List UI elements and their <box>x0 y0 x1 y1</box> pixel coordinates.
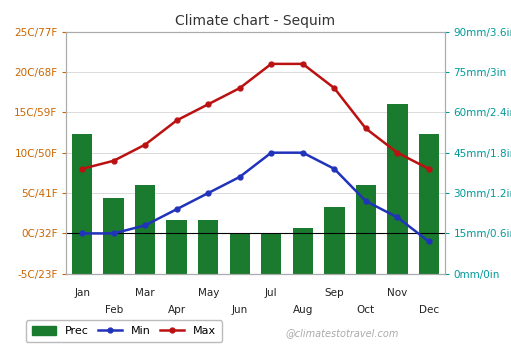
Text: Jul: Jul <box>265 288 277 298</box>
Bar <box>387 104 408 274</box>
Text: Mar: Mar <box>135 288 155 298</box>
Text: Feb: Feb <box>105 305 123 315</box>
Bar <box>419 134 439 274</box>
Bar <box>103 198 124 274</box>
Text: Nov: Nov <box>387 288 407 298</box>
Bar <box>356 185 376 274</box>
Bar <box>261 233 282 274</box>
Text: Dec: Dec <box>419 305 439 315</box>
Text: Oct: Oct <box>357 305 375 315</box>
Text: May: May <box>198 288 219 298</box>
Text: Apr: Apr <box>168 305 186 315</box>
Text: Jun: Jun <box>231 305 248 315</box>
Title: Climate chart - Sequim: Climate chart - Sequim <box>175 14 336 28</box>
Bar <box>167 220 187 274</box>
Bar <box>229 233 250 274</box>
Text: Aug: Aug <box>293 305 313 315</box>
Bar <box>292 228 313 274</box>
Text: @climatestotravel.com: @climatestotravel.com <box>286 329 399 338</box>
Text: Jan: Jan <box>74 288 90 298</box>
Legend: Prec, Min, Max: Prec, Min, Max <box>26 320 222 342</box>
Bar <box>198 220 219 274</box>
Text: Sep: Sep <box>324 288 344 298</box>
Bar <box>324 206 344 274</box>
Bar <box>72 134 92 274</box>
Bar <box>135 185 155 274</box>
